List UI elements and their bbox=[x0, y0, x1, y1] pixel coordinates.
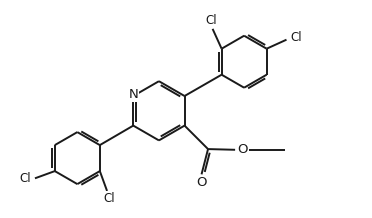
Text: O: O bbox=[196, 176, 207, 189]
Text: Cl: Cl bbox=[19, 172, 31, 185]
Text: Cl: Cl bbox=[103, 192, 115, 205]
Text: O: O bbox=[237, 143, 248, 156]
Text: N: N bbox=[128, 88, 138, 101]
Text: Cl: Cl bbox=[205, 14, 217, 27]
Text: Cl: Cl bbox=[291, 31, 302, 44]
